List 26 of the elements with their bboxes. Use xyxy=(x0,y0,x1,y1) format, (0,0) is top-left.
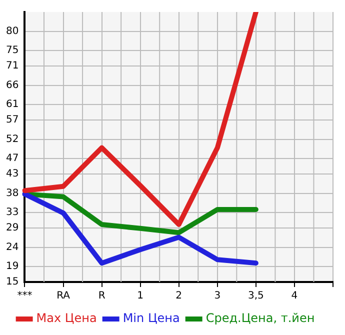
y-tick-label: 24 xyxy=(6,242,19,253)
y-tick-label: 57 xyxy=(6,114,19,126)
x-tick-label: 4 xyxy=(291,290,298,302)
y-tick-label: 71 xyxy=(6,60,19,72)
x-tick-label: 3,5 xyxy=(248,290,264,302)
y-tick-label: 75 xyxy=(6,45,19,56)
legend-label: Max Цена xyxy=(36,311,97,326)
x-tick-label: RA xyxy=(56,290,70,302)
y-tick-label: 47 xyxy=(6,153,19,164)
y-tick-label: 33 xyxy=(6,207,19,218)
y-tick-label: 61 xyxy=(6,99,19,110)
y-tick-label: 43 xyxy=(6,168,19,180)
legend-label: Min Цена xyxy=(122,311,180,326)
x-tick-label: R xyxy=(98,290,106,302)
x-tick-label: 3 xyxy=(214,290,221,302)
y-tick-label: 38 xyxy=(6,188,19,199)
x-tick-label: 1 xyxy=(137,290,144,302)
x-tick-label: 2 xyxy=(176,290,182,302)
y-tick-label: 80 xyxy=(6,26,19,37)
x-tick-label: *** xyxy=(17,290,32,302)
y-tick-label: 66 xyxy=(6,80,19,91)
legend-label: Сред.Цена, т.йен xyxy=(206,311,315,326)
y-tick-label: 52 xyxy=(6,134,19,145)
y-tick-label: 15 xyxy=(6,276,19,288)
y-tick-label: 19 xyxy=(6,261,19,272)
y-tick-label: 29 xyxy=(6,222,19,234)
